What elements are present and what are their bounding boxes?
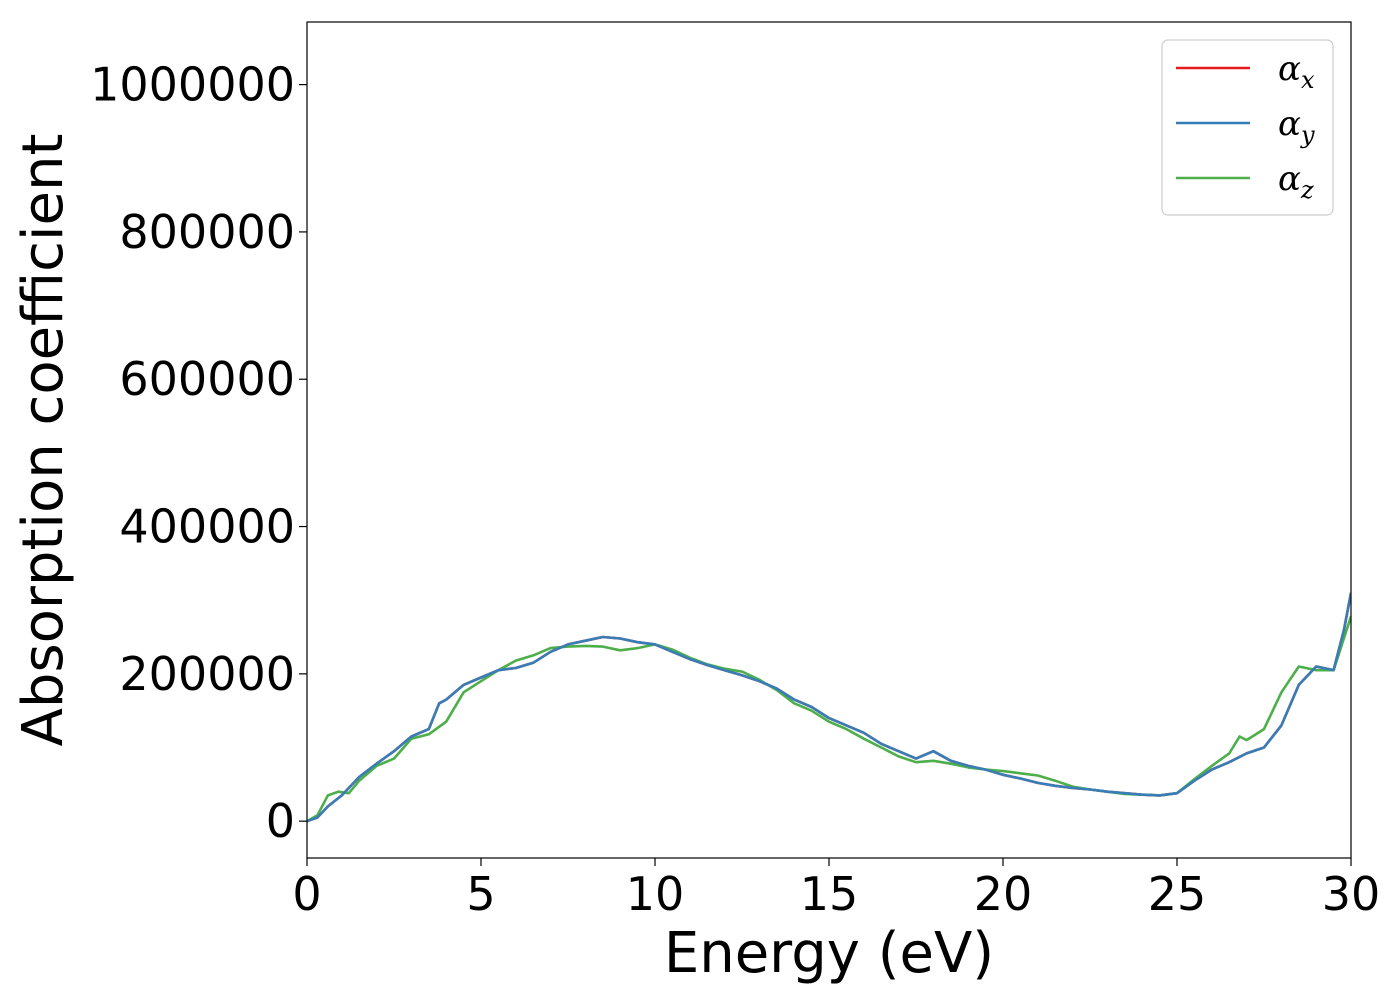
y-tick-label: 400000 <box>119 500 295 554</box>
x-tick-label: 25 <box>1148 867 1207 921</box>
legend-label: αz <box>1278 159 1314 204</box>
x-tick-label: 15 <box>800 867 859 921</box>
x-axis-label: Energy (eV) <box>664 921 994 986</box>
y-tick-label: 800000 <box>119 205 295 259</box>
x-tick-label: 10 <box>626 867 685 921</box>
series-line-x <box>307 592 1351 823</box>
legend-label: αy <box>1278 104 1315 149</box>
legend-label: αx <box>1278 49 1315 94</box>
x-tick-label: 20 <box>974 867 1033 921</box>
x-axis: 0 5 10 15 20 25 30 <box>292 858 1380 921</box>
series-line-y <box>307 592 1351 823</box>
x-tick-label: 0 <box>292 867 321 921</box>
y-tick-label: 1000000 <box>90 58 295 112</box>
legend-item-z: αz <box>1176 159 1314 204</box>
legend: αx αy αz <box>1161 39 1334 216</box>
legend-item-y: αy <box>1176 104 1315 149</box>
y-axis: 0 200000 400000 600000 800000 1000000 <box>90 58 307 848</box>
y-tick-label: 200000 <box>119 647 295 701</box>
y-axis-label: Absorption coefficient <box>11 134 76 747</box>
x-tick-label: 5 <box>466 867 495 921</box>
series-lines <box>307 592 1351 823</box>
legend-item-x: αx <box>1176 49 1315 94</box>
x-tick-label: 30 <box>1322 867 1381 921</box>
legend-box <box>1161 39 1334 216</box>
y-tick-label: 0 <box>266 794 295 848</box>
y-tick-label: 600000 <box>119 352 295 406</box>
